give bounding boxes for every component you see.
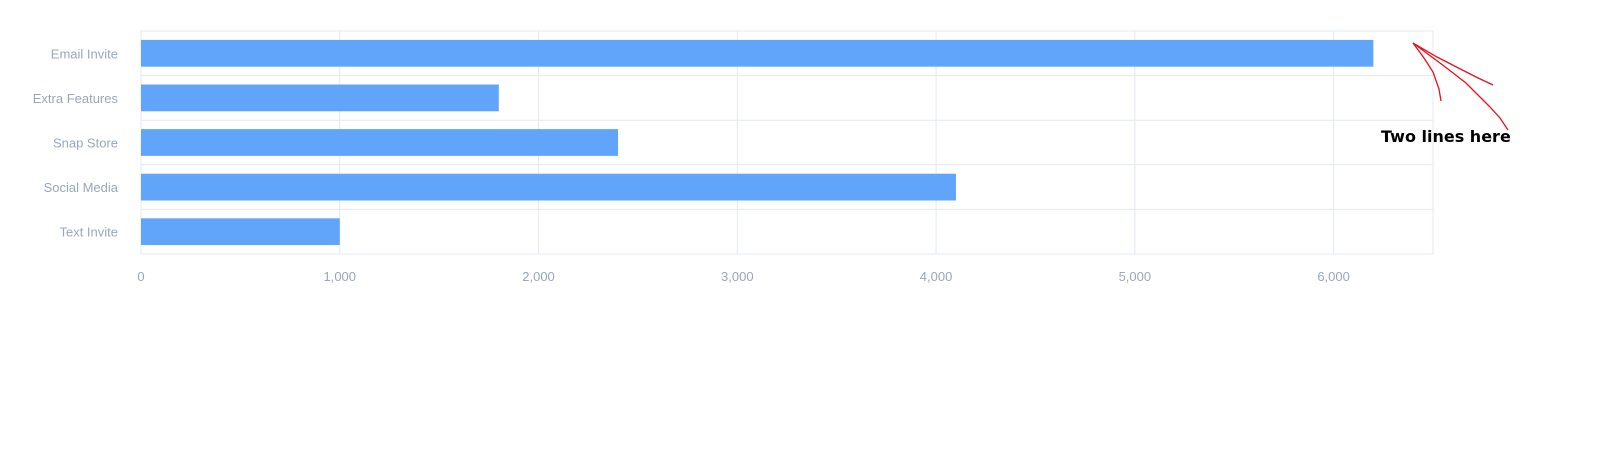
category-label-1: Extra Features xyxy=(33,91,119,106)
annotation: Two lines here xyxy=(1381,42,1511,146)
category-label-2: Snap Store xyxy=(53,136,118,151)
x-tick-label-4: 4,000 xyxy=(920,269,953,284)
annotation-arrow-scribble xyxy=(1412,42,1509,131)
category-label-0: Email Invite xyxy=(51,46,118,61)
x-axis-tick-labels: 0 1,000 2,000 3,000 4,000 5,000 6,000 xyxy=(137,269,1350,284)
category-labels: Email Invite Extra Features Snap Store Soci… xyxy=(33,46,119,239)
bar-snap-store xyxy=(141,129,619,156)
x-tick-label-2: 2,000 xyxy=(522,269,555,284)
x-tick-label-5: 5,000 xyxy=(1119,269,1152,284)
x-tick-label-6: 6,000 xyxy=(1317,269,1350,284)
annotation-text: Two lines here xyxy=(1381,127,1511,146)
category-label-4: Text Invite xyxy=(59,225,118,240)
category-label-3: Social Media xyxy=(44,180,119,195)
bar-text-invite xyxy=(141,218,340,246)
x-tick-label-1: 1,000 xyxy=(323,269,356,284)
x-tick-label-0: 0 xyxy=(137,269,144,284)
grid xyxy=(140,30,1434,255)
bar-social-media xyxy=(141,173,956,201)
bar-email-invite xyxy=(141,39,1374,67)
x-tick-label-3: 3,000 xyxy=(721,269,754,284)
bar-extra-features xyxy=(141,84,499,112)
bars xyxy=(141,39,1374,246)
